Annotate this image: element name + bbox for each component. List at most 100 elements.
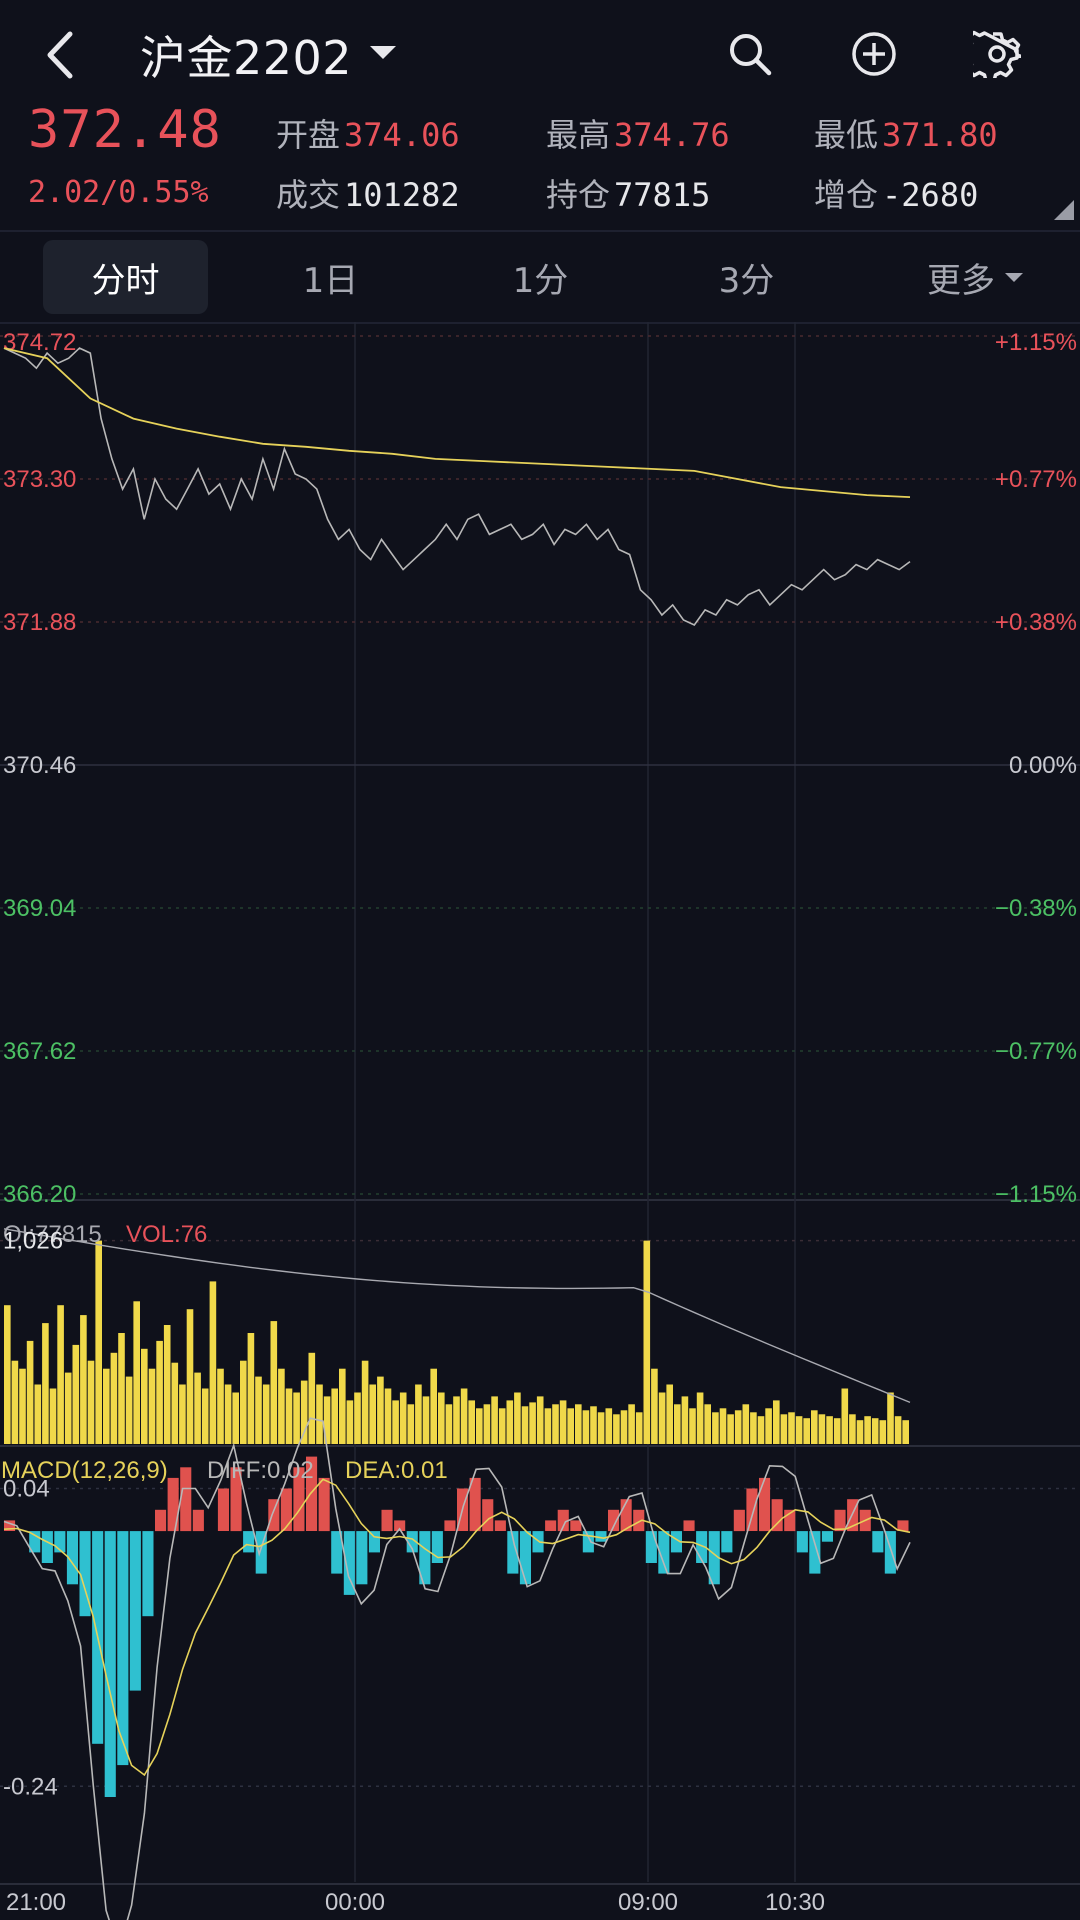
volume-bar: [57, 1305, 64, 1444]
volume-bar: [156, 1340, 163, 1444]
volume-bar: [658, 1392, 666, 1444]
tab-label: 分时: [91, 260, 160, 301]
volume-bar: [765, 1408, 772, 1444]
macd-bar: [733, 1509, 745, 1532]
average-price-line: [3, 347, 911, 498]
oi-change-label: 增仓: [814, 176, 879, 214]
volume-stat: 成交 101282: [276, 170, 460, 216]
high-stat: 最高 374.76: [546, 110, 730, 156]
expand-corner-icon[interactable]: [1054, 200, 1074, 220]
volume-bar: [544, 1408, 552, 1444]
volume-bar: [529, 1402, 536, 1444]
macd-bar: [180, 1467, 192, 1532]
search-icon[interactable]: [726, 30, 774, 78]
volume-bar: [849, 1414, 856, 1444]
tab-label: 更多: [927, 260, 995, 301]
macd-bar: [192, 1509, 204, 1532]
macd-bar: [444, 1520, 456, 1531]
tab-timeshare[interactable]: 分时: [43, 240, 208, 314]
macd-bar: [582, 1531, 594, 1553]
volume-bar: [141, 1348, 148, 1444]
volume-bar: [620, 1410, 628, 1444]
back-icon[interactable]: [40, 28, 84, 82]
volume-bar: [803, 1418, 810, 1444]
macd-bar: [155, 1509, 167, 1532]
open-stat: 开盘 374.06: [276, 110, 460, 156]
volume-bar: [757, 1416, 765, 1444]
tab-3min[interactable]: 3分: [664, 240, 829, 314]
macd-bar: [280, 1488, 292, 1531]
volume-bar: [894, 1416, 902, 1444]
volume-bar: [498, 1408, 506, 1444]
volume-bar: [536, 1396, 544, 1444]
open-interest-line: [3, 1228, 911, 1404]
low-stat: 最低 371.80: [814, 110, 998, 156]
volume-bar: [201, 1388, 209, 1444]
volume-bar: [727, 1414, 734, 1444]
macd-bar: [129, 1531, 141, 1691]
macd-bar: [331, 1531, 343, 1574]
volume-bar: [613, 1414, 620, 1444]
macd-bar: [759, 1477, 771, 1532]
macd-bar: [268, 1499, 280, 1532]
macd-bar: [771, 1499, 783, 1532]
volume-bar: [300, 1380, 308, 1444]
macd-bar: [809, 1531, 821, 1574]
oi-change-stat: 增仓 -2680: [814, 170, 978, 216]
time-axis-label: 10:30: [765, 1889, 825, 1916]
volume-bar: [734, 1410, 742, 1444]
oi-indicator-label: OI:77815: [3, 1221, 102, 1248]
volume-bar: [468, 1400, 475, 1444]
oi-stat: 持仓 77815: [546, 170, 710, 216]
diff-indicator-label: DIFF:0.02: [207, 1457, 314, 1484]
volume-bar: [582, 1410, 590, 1444]
volume-bar: [438, 1392, 445, 1444]
tab-1min[interactable]: 1分: [458, 240, 623, 314]
gear-icon[interactable]: [973, 30, 1021, 78]
tab-label: 1日: [302, 260, 359, 301]
tab-more[interactable]: 更多: [890, 240, 1060, 314]
volume-bar: [643, 1240, 651, 1444]
volume-bar: [95, 1240, 102, 1444]
volume-bar: [361, 1360, 369, 1444]
add-icon[interactable]: [850, 30, 898, 78]
macd-bar: [293, 1467, 305, 1532]
macd-bar: [318, 1477, 330, 1532]
macd-bar: [670, 1531, 682, 1553]
volume-bar: [666, 1384, 673, 1444]
macd-bar: [356, 1531, 368, 1585]
tab-1day[interactable]: 1日: [248, 240, 413, 314]
volume-bar: [194, 1372, 201, 1444]
volume-bar: [148, 1368, 156, 1444]
macd-bar: [54, 1531, 66, 1553]
macd-bar: [633, 1509, 645, 1532]
macd-bar: [784, 1509, 796, 1532]
low-label: 最低: [814, 116, 879, 154]
volume-bar: [887, 1392, 894, 1444]
volume-bar: [788, 1412, 795, 1444]
macd-bar: [746, 1488, 758, 1531]
price-line: [3, 347, 911, 627]
price-axis-label: 367.62: [3, 1038, 76, 1065]
volume-bar: [232, 1392, 239, 1444]
macd-bar: [4, 1520, 16, 1531]
macd-bar: [545, 1520, 557, 1531]
volume-bar: [240, 1360, 247, 1444]
contract-title[interactable]: 沪金2202: [140, 31, 353, 85]
volume-bar: [399, 1392, 407, 1444]
volume-bar: [331, 1388, 338, 1444]
divider: [0, 230, 1080, 232]
macd-bar: [658, 1531, 670, 1574]
chart-area[interactable]: 374.72 +1.15%373.30 +0.77%371.88 +0.38%370.…: [0, 322, 1080, 1920]
pct-axis-label: +0.38%: [995, 609, 1077, 636]
chevron-down-icon[interactable]: [370, 46, 396, 59]
volume-bar: [552, 1404, 559, 1444]
volume-bar: [49, 1388, 57, 1444]
macd-bar: [683, 1520, 695, 1531]
volume-bar: [323, 1396, 331, 1444]
volume-bar: [871, 1418, 879, 1444]
price-axis-label: 373.30: [3, 466, 76, 493]
macd-bar: [66, 1531, 78, 1585]
pct-axis-label: +1.15%: [995, 329, 1077, 356]
last-price: 372.48: [28, 100, 222, 160]
